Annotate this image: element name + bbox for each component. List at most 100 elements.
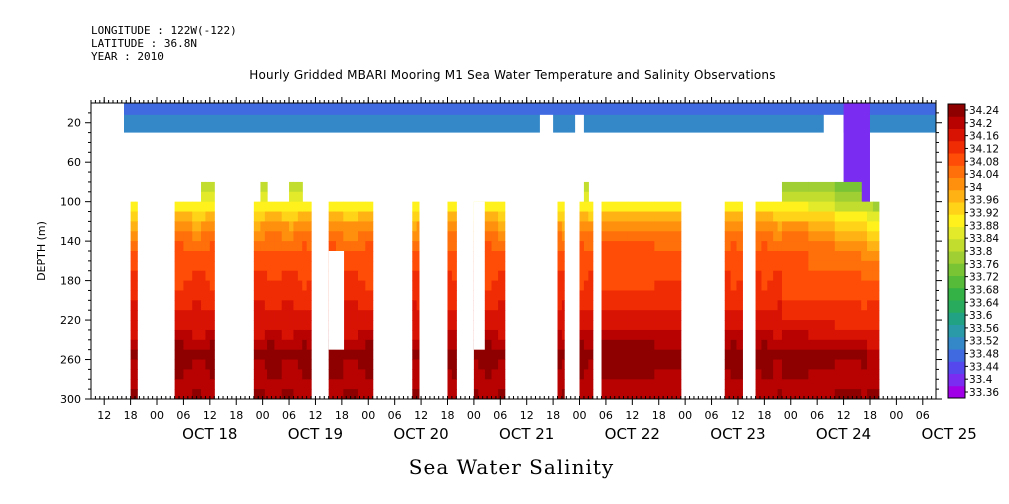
salinity-cell — [579, 379, 585, 390]
salinity-cell — [588, 320, 594, 331]
salinity-cell — [808, 270, 836, 282]
salinity-cell — [588, 300, 594, 311]
salinity-cell — [297, 290, 303, 301]
salinity-cell — [781, 359, 809, 370]
salinity-cell — [730, 280, 738, 292]
salinity-cell — [306, 359, 312, 370]
salinity-cell — [260, 211, 266, 222]
x-tick-label: 12 — [97, 409, 111, 422]
salinity-cell — [808, 280, 836, 292]
salinity-cell — [484, 231, 493, 242]
salinity-cell — [289, 300, 295, 311]
salinity-cell — [588, 369, 594, 380]
salinity-cell — [343, 251, 352, 262]
salinity-cell — [654, 270, 682, 282]
salinity-cell — [654, 349, 682, 361]
salinity-cell — [654, 251, 682, 262]
deep-segment — [253, 201, 262, 399]
salinity-cell — [498, 310, 506, 321]
salinity-cell — [209, 181, 215, 193]
salinity-cell — [588, 349, 594, 361]
deep-segment — [755, 201, 774, 399]
salinity-cell — [192, 221, 202, 232]
salinity-cell — [736, 221, 743, 232]
salinity-cell — [579, 201, 585, 213]
x-tick-label: 06 — [599, 409, 613, 422]
salinity-cell — [654, 300, 682, 311]
colorbar-label: 33.56 — [969, 323, 999, 335]
deep-segment — [302, 201, 312, 399]
x-tick-label: 00 — [784, 409, 798, 422]
salinity-cell — [412, 211, 418, 222]
salinity-cell — [260, 260, 266, 272]
salinity-cell — [293, 181, 299, 193]
deep-segment — [328, 201, 352, 399]
salinity-cell — [478, 389, 484, 399]
salinity-cell — [561, 241, 565, 252]
salinity-cell — [201, 379, 207, 390]
salinity-cell — [130, 359, 136, 370]
salinity-cell — [281, 241, 290, 252]
salinity-cell — [183, 329, 193, 341]
salinity-cell — [130, 280, 136, 292]
salinity-cell — [130, 320, 136, 331]
salinity-cell — [174, 339, 185, 351]
salinity-cell — [773, 300, 779, 311]
salinity-cell — [130, 260, 136, 272]
salinity-cell — [730, 270, 738, 282]
salinity-cell — [557, 339, 563, 351]
salinity-cell — [135, 221, 138, 232]
salinity-cell — [274, 201, 283, 213]
salinity-cell — [343, 290, 352, 301]
salinity-cell — [767, 211, 774, 222]
salinity-cell — [135, 339, 138, 351]
salinity-cell — [579, 300, 585, 311]
salinity-cell — [773, 270, 779, 282]
salinity-cell — [209, 221, 215, 232]
salinity-cell — [365, 211, 374, 222]
salinity-cell — [867, 201, 874, 213]
salinity-cell — [627, 369, 655, 380]
salinity-cell — [209, 379, 215, 390]
salinity-cell — [306, 251, 312, 262]
salinity-cell — [205, 191, 211, 203]
salinity-cell — [289, 211, 295, 222]
salinity-cell — [274, 359, 283, 370]
salinity-cell — [627, 270, 655, 282]
salinity-cell — [808, 290, 836, 301]
salinity-cell — [205, 329, 211, 341]
salinity-cell — [209, 359, 215, 370]
salinity-cell — [601, 310, 629, 321]
salinity-cell — [302, 320, 308, 331]
salinity-cell — [365, 389, 374, 399]
salinity-cell — [416, 201, 420, 213]
salinity-cell — [135, 231, 138, 242]
salinity-cell — [205, 300, 211, 311]
salinity-cell — [761, 221, 768, 232]
salinity-cell — [192, 211, 202, 222]
salinity-cell — [412, 251, 418, 262]
colorbar-swatch — [948, 238, 965, 252]
salinity-cell — [343, 369, 352, 380]
salinity-cell — [498, 280, 506, 292]
salinity-cell — [482, 369, 486, 380]
salinity-cell — [861, 231, 868, 242]
salinity-cell — [583, 300, 589, 311]
salinity-cell — [755, 211, 763, 222]
salinity-cell — [306, 201, 312, 213]
salinity-cell — [724, 251, 732, 262]
deep-segment — [174, 201, 202, 399]
salinity-cell — [491, 290, 499, 301]
salinity-cell — [491, 260, 499, 272]
salinity-cell — [872, 290, 880, 301]
salinity-cell — [767, 379, 774, 390]
salinity-cell — [209, 251, 215, 262]
salinity-cell — [258, 389, 262, 399]
salinity-cell — [583, 359, 589, 370]
salinity-cell — [293, 290, 299, 301]
salinity-cell — [281, 201, 290, 213]
salinity-cell — [478, 349, 484, 361]
salinity-cell — [730, 310, 738, 321]
salinity-cell — [484, 329, 493, 341]
